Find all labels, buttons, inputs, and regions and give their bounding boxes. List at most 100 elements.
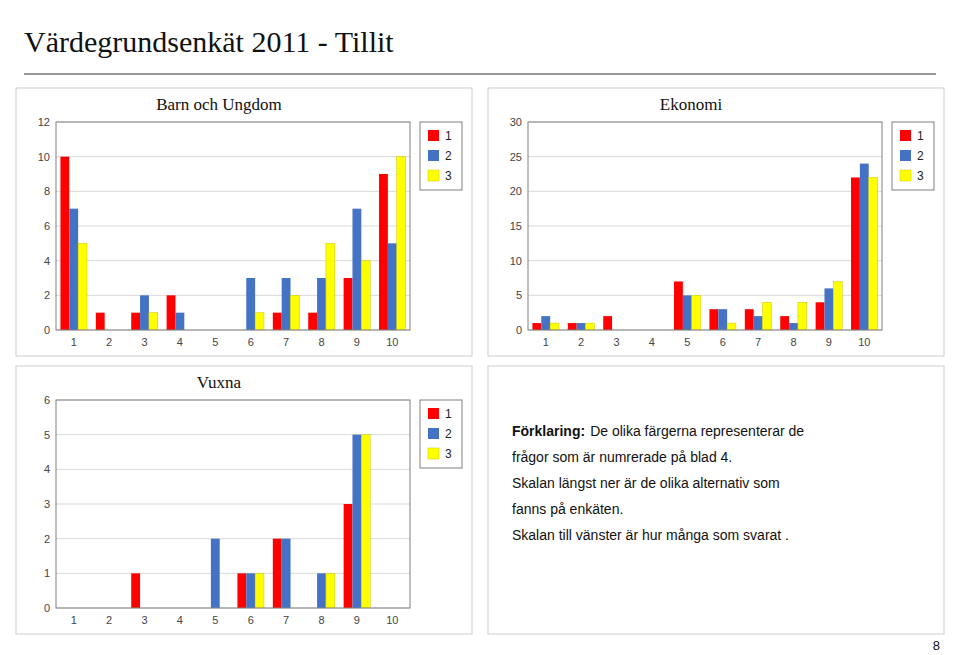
- legend-box: [420, 400, 462, 468]
- chart-title: Vuxna: [197, 373, 242, 392]
- legend-label: 1: [445, 407, 452, 421]
- bar: [586, 323, 595, 330]
- y-tick-label: 12: [38, 116, 50, 128]
- y-tick-label: 4: [44, 463, 50, 475]
- bar: [833, 281, 842, 330]
- legend-label: 3: [445, 447, 452, 461]
- x-tick-label: 7: [283, 614, 289, 626]
- bar: [326, 573, 335, 608]
- bars: [532, 164, 877, 330]
- bar: [255, 573, 264, 608]
- x-tick-label: 5: [212, 614, 218, 626]
- bar: [816, 302, 825, 330]
- legend-box: [420, 122, 462, 190]
- legend-label: 2: [445, 149, 452, 163]
- bar: [379, 174, 388, 330]
- bar: [211, 539, 220, 608]
- x-tick-label: 3: [141, 336, 147, 348]
- grid-line: [56, 156, 410, 157]
- bar: [718, 309, 727, 330]
- bar: [60, 157, 69, 330]
- bar: [246, 278, 255, 330]
- bar: [860, 164, 869, 330]
- x-tick-label: 6: [248, 614, 254, 626]
- plot-frame: [56, 400, 410, 608]
- bar: [237, 573, 246, 608]
- grid-line: [56, 191, 410, 192]
- bar: [692, 295, 701, 330]
- panel: [488, 88, 944, 356]
- x-tick-label: 2: [578, 336, 584, 348]
- x-tick-label: 2: [106, 614, 112, 626]
- page-title: Värdegrundsenkät 2011 - Tillit: [24, 25, 394, 58]
- legend-swatch: [428, 150, 439, 161]
- grid-line: [528, 191, 882, 192]
- explanation-line: frågor som är numrerade på blad 4.: [512, 449, 732, 465]
- y-tick-label: 5: [44, 429, 50, 441]
- x-tick-label: 1: [71, 336, 77, 348]
- legend-label: 2: [445, 427, 452, 441]
- explanation-bold: Förklaring:: [512, 423, 585, 439]
- x-tick-label: 6: [720, 336, 726, 348]
- bar: [326, 243, 335, 330]
- y-tick-label: 5: [516, 289, 522, 301]
- bar: [683, 295, 692, 330]
- x-tick-label: 10: [386, 336, 398, 348]
- bar: [352, 209, 361, 330]
- legend-label: 3: [445, 169, 452, 183]
- legend-swatch: [900, 130, 911, 141]
- x-tick-label: 10: [386, 614, 398, 626]
- chart-title: Barn och Ungdom: [156, 95, 282, 114]
- plot-frame: [56, 122, 410, 330]
- bar: [397, 157, 406, 330]
- bar: [745, 309, 754, 330]
- legend-swatch: [900, 170, 911, 181]
- x-tick-label: 7: [755, 336, 761, 348]
- legend: 1 2 3: [420, 400, 462, 468]
- y-tick-label: 25: [510, 151, 522, 163]
- chart: Vuxna012345612345678910123: [16, 366, 472, 634]
- legend: 123: [420, 122, 462, 190]
- x-tick-label: 1: [71, 614, 77, 626]
- legend-label: 2: [917, 149, 924, 163]
- bar: [282, 278, 291, 330]
- bar: [361, 261, 370, 330]
- bar: [273, 539, 282, 608]
- x-tick-label: 3: [141, 614, 147, 626]
- bar: [96, 313, 105, 330]
- explanation-line: Skalan till vänster är hur många som sva…: [512, 527, 789, 543]
- explanation: Förklaring: De olika färgerna representer…: [488, 366, 944, 634]
- page-number: 8: [933, 638, 940, 653]
- explanation-text: De olika färgerna representerar de: [590, 423, 804, 439]
- legend-swatch: [428, 448, 439, 459]
- bar: [308, 313, 317, 330]
- y-tick-label: 3: [44, 498, 50, 510]
- bar: [167, 295, 176, 330]
- bar: [149, 313, 158, 330]
- y-tick-label: 8: [44, 185, 50, 197]
- bar: [140, 295, 149, 330]
- separator: [24, 73, 936, 75]
- bar: [388, 243, 397, 330]
- x-tick-label: 9: [354, 614, 360, 626]
- y-tick-label: 6: [44, 394, 50, 406]
- bar: [175, 313, 184, 330]
- legend-swatch: [428, 428, 439, 439]
- x-tick-label: 2: [106, 336, 112, 348]
- panel: [16, 366, 472, 634]
- x-tick-label: 3: [613, 336, 619, 348]
- bar: [344, 278, 353, 330]
- bar: [727, 323, 736, 330]
- bars: [131, 435, 370, 608]
- bar: [541, 316, 550, 330]
- figure: Värdegrundsenkät 2011 - Tillit Barn och U…: [0, 0, 960, 655]
- legend-swatch: [900, 150, 911, 161]
- x-tick-label: 6: [248, 336, 254, 348]
- explanation-line: fanns på enkäten.: [512, 501, 623, 517]
- x-tick-label: 4: [177, 614, 183, 626]
- bar: [78, 243, 87, 330]
- chart-title: Ekonomi: [660, 95, 723, 114]
- x-tick-label: 5: [212, 336, 218, 348]
- bars: [60, 157, 405, 330]
- y-tick-label: 10: [38, 151, 50, 163]
